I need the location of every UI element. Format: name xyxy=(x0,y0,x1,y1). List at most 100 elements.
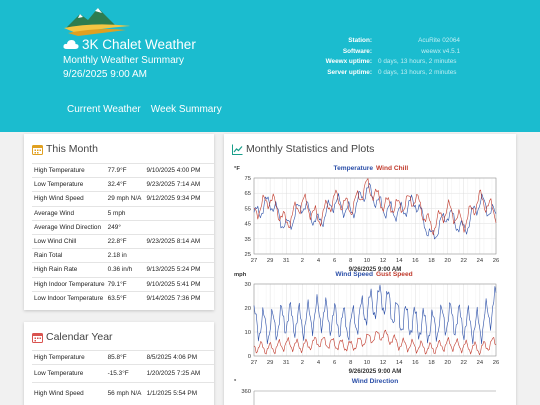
info-value: AcuRite 02064 xyxy=(418,37,460,44)
stats-row: High Wind Speed 29 mph N/A 9/12/2025 9:34 … xyxy=(32,191,214,207)
stat-value: 5 mph xyxy=(105,205,145,221)
chart-date-label: 9/26/2025 9:00 AM xyxy=(349,368,402,375)
stat-value: 79.1°F xyxy=(105,276,145,292)
x-tick-label: 10 xyxy=(364,258,370,264)
stat-label: High Temperature xyxy=(32,162,106,178)
x-tick-label: 4 xyxy=(317,258,321,264)
stat-label: Rain Total xyxy=(32,248,106,263)
x-tick-label: 22 xyxy=(461,360,467,366)
x-tick-label: 18 xyxy=(428,258,434,264)
stat-date: 9/13/2025 5:24 PM xyxy=(144,262,214,277)
stats-row: Low Temperature 32.4°F 9/23/2025 7:14 AM xyxy=(32,177,214,192)
x-tick-label: 26 xyxy=(493,258,499,264)
x-tick-label: 22 xyxy=(461,258,467,264)
stat-label: High Rain Rate xyxy=(32,262,106,277)
stats-row: High Indoor Temperature 79.1°F 9/10/2025 5… xyxy=(32,276,214,292)
stat-date: 9/10/2025 5:41 PM xyxy=(144,276,214,292)
chart-title: Wind Direction xyxy=(352,378,398,385)
this-month-heading: This Month xyxy=(32,143,98,155)
site-title[interactable]: 3K Chalet Weather xyxy=(63,37,196,52)
x-tick-label: 16 xyxy=(412,258,418,264)
chart-title-series-b: Wind Chill xyxy=(376,165,408,172)
y-tick-label: 25 xyxy=(245,252,251,258)
main-nav: Current Weather Week Summary xyxy=(67,104,222,115)
stat-label: High Temperature xyxy=(32,349,106,365)
x-tick-label: 8 xyxy=(349,360,352,366)
nav-current-weather[interactable]: Current Weather xyxy=(67,104,141,115)
stat-value: 63.5°F xyxy=(105,290,145,306)
year-stats-table: High Temperature 85.8°F 8/5/2025 4:06 PM Lo… xyxy=(32,349,214,405)
cloud-icon xyxy=(63,40,79,49)
stats-row: High Rain Rate 0.36 in/h 9/13/2025 5:24 PM xyxy=(32,262,214,277)
y-tick-label: 45 xyxy=(245,222,251,228)
chart-title-series-b: Gust Speed xyxy=(376,271,413,278)
x-tick-label: 10 xyxy=(364,360,370,366)
stat-label: Low Indoor Temperature xyxy=(32,290,106,306)
page-datetime: 9/26/2025 9:00 AM xyxy=(63,69,147,80)
x-tick-label: 12 xyxy=(380,360,386,366)
plots-title: Monthly Statistics and Plots xyxy=(246,143,375,155)
nav-week-summary[interactable]: Week Summary xyxy=(150,104,222,115)
plot-frame xyxy=(253,177,497,255)
chart-title-series-a: Wind Speed xyxy=(335,271,373,278)
stat-date xyxy=(144,248,214,263)
calendar-icon xyxy=(32,144,43,155)
x-tick-label: 20 xyxy=(444,258,450,264)
stat-value: 2.18 in xyxy=(105,248,145,263)
x-tick-label: 31 xyxy=(283,258,289,264)
chart-date-label: 9/26/2025 9:00 AM xyxy=(349,266,402,273)
plots-heading: Monthly Statistics and Plots xyxy=(232,143,374,155)
stat-date: 8/5/2025 4:06 PM xyxy=(144,349,214,365)
stat-date: 9/23/2025 8:14 AM xyxy=(144,233,214,249)
site-header: 3K Chalet Weather Monthly Weather Summar… xyxy=(0,0,540,132)
y-tick-label: 20 xyxy=(245,306,251,312)
stat-label: Low Wind Chill xyxy=(32,233,106,249)
y-tick-label: 360 xyxy=(241,389,251,395)
x-tick-label: 27 xyxy=(251,360,257,366)
x-tick-label: 12 xyxy=(380,258,386,264)
y-tick-label: 0 xyxy=(248,354,251,360)
info-value: weewx v4.5.1 xyxy=(421,47,460,55)
stat-value: 56 mph N/A xyxy=(105,382,145,405)
monthly-plots-card: Monthly Statistics and Plots Temperature… xyxy=(224,134,516,405)
chart-title-series-a: Temperature xyxy=(334,165,374,172)
y-tick-label: 55 xyxy=(245,206,251,212)
info-row-software: Software: weewx v4.5.1 xyxy=(300,47,478,58)
stat-value: 77.9°F xyxy=(105,162,145,178)
info-key: Software: xyxy=(342,47,372,55)
stat-label: Average Wind xyxy=(32,205,106,221)
x-tick-label: 24 xyxy=(477,258,484,264)
y-tick-label: 30 xyxy=(245,282,251,288)
stats-row: Low Temperature -15.3°F 1/20/2025 7:25 AM xyxy=(32,364,214,383)
x-tick-label: 24 xyxy=(477,360,484,366)
stats-row: Average Wind 5 mph xyxy=(32,205,214,221)
x-tick-label: 26 xyxy=(493,360,499,366)
station-info: Station: AcuRite 02064 Software: weewx v… xyxy=(300,36,478,78)
line-chart-icon xyxy=(232,144,243,155)
x-tick-label: 29 xyxy=(267,360,273,366)
x-tick-label: 18 xyxy=(428,360,434,366)
x-tick-label: 4 xyxy=(317,360,321,366)
stat-value: 0.36 in/h xyxy=(105,262,145,277)
stat-label: Average Wind Direction xyxy=(32,219,106,235)
calendar-year-title: Calendar Year xyxy=(46,331,113,343)
y-tick-label: 75 xyxy=(245,176,251,182)
info-value: 0 days, 13 hours, 2 minutes xyxy=(378,58,457,65)
series-line-a xyxy=(253,284,497,345)
series-line-b xyxy=(253,329,497,355)
calendar-icon xyxy=(32,332,43,343)
x-tick-label: 2 xyxy=(301,258,304,264)
chart-unit: mph xyxy=(234,272,247,278)
x-tick-label: 20 xyxy=(444,360,450,366)
chart-unit: °F xyxy=(234,166,240,172)
y-tick-label: 10 xyxy=(245,330,251,336)
stat-label: High Wind Speed xyxy=(32,191,106,207)
x-tick-label: 14 xyxy=(396,360,403,366)
chart-unit: ° xyxy=(234,379,237,385)
stat-date xyxy=(144,205,214,221)
stat-date: 1/1/2025 5:54 PM xyxy=(144,382,214,405)
stats-row: High Wind Speed 56 mph N/A 1/1/2025 5:54 P… xyxy=(32,382,214,405)
stat-date xyxy=(144,219,214,235)
y-tick-label: 35 xyxy=(245,237,251,243)
